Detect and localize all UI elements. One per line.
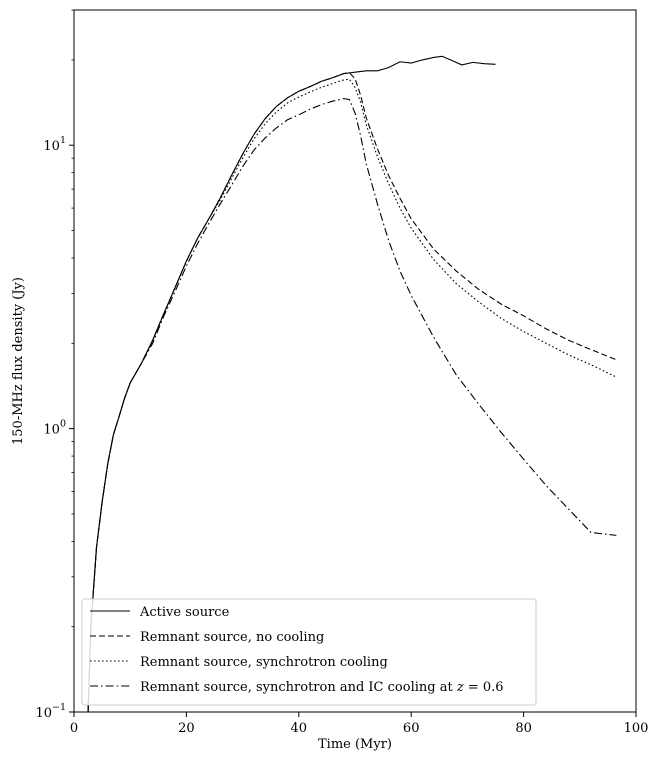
legend: Active source Remnant source, no cooling R… xyxy=(81,598,537,706)
legend-label-2: Remnant source, no cooling xyxy=(140,630,324,645)
series-layer xyxy=(87,55,617,712)
plot-frame xyxy=(73,9,637,713)
x-tick-label: 0 xyxy=(70,721,78,736)
x-tick-label: 20 xyxy=(178,721,195,736)
y-axis-label: 150-MHz flux density (Jy) xyxy=(11,277,26,445)
x-tick-label: 100 xyxy=(624,721,649,736)
y-tick-label: 101 xyxy=(43,135,66,154)
legend-label-1: Active source xyxy=(139,605,230,620)
x-axis-label: Time (Myr) xyxy=(318,737,392,752)
legend-label-4: Remnant source, synchrotron and IC cooli… xyxy=(140,680,504,695)
x-tick-label: 60 xyxy=(403,721,420,736)
y-axis: 10−1 100 101 xyxy=(35,9,74,721)
y-tick-label: 10−1 xyxy=(35,702,66,721)
legend-box xyxy=(81,598,537,706)
x-tick-label: 40 xyxy=(291,721,308,736)
legend-label-3: Remnant source, synchrotron cooling xyxy=(140,655,388,670)
x-axis: 0 20 40 60 80 100 xyxy=(70,712,649,736)
y-tick-label: 100 xyxy=(43,419,66,438)
x-tick-label: 80 xyxy=(515,721,532,736)
series-line-2 xyxy=(87,72,617,712)
series-line-4 xyxy=(87,98,617,712)
series-line-3 xyxy=(87,78,617,712)
